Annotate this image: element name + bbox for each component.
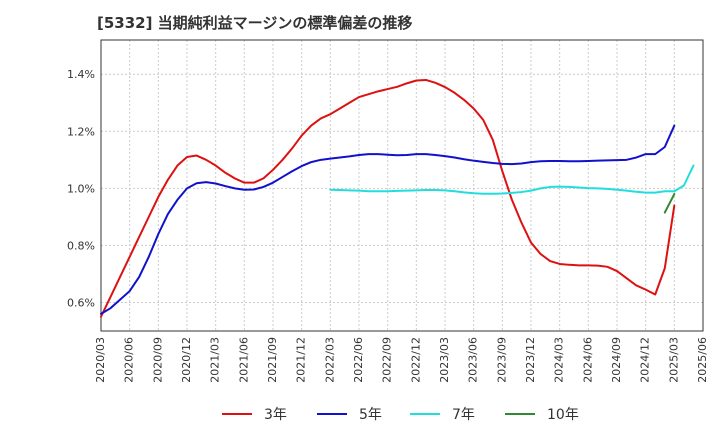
x-tick-label: 2022/09 — [381, 337, 394, 383]
series-line-0 — [100, 78, 676, 318]
x-tick-label: 2021/09 — [266, 337, 279, 383]
x-tick-label: 2023/06 — [467, 337, 480, 383]
chart-title: [5332] 当期純利益マージンの標準偏差の推移 — [97, 14, 413, 32]
x-tick-label: 2020/09 — [151, 337, 164, 383]
x-tick-label: 2020/12 — [180, 337, 193, 383]
x-tick-label: 2021/06 — [237, 337, 250, 383]
x-tick-label: 2024/06 — [581, 337, 594, 383]
x-tick-label: 2025/03 — [667, 337, 680, 383]
x-tick-labels: 2020/03 2020/06 2020/09 2020/12 2021/03 2021/… — [94, 337, 709, 383]
x-tick-label: 2022/12 — [409, 337, 422, 383]
x-tick-label: 2024/12 — [639, 337, 652, 383]
x-tick-label: 2024/03 — [553, 337, 566, 383]
x-tick-label: 2020/06 — [123, 337, 136, 383]
series-lines — [100, 78, 695, 318]
x-tick-label: 2021/12 — [295, 337, 308, 383]
y-tick-label: 0.6% — [67, 296, 95, 309]
x-tick-label: 2021/03 — [209, 337, 222, 383]
y-tick-label: 0.8% — [67, 239, 95, 252]
x-tick-label: 2022/06 — [352, 337, 365, 383]
x-tick-label: 2024/09 — [610, 337, 623, 383]
legend-label: 5年 — [359, 407, 382, 423]
x-tick-label: 2023/03 — [438, 337, 451, 383]
series-line-3 — [663, 193, 676, 214]
series-line-2 — [329, 164, 695, 195]
y-tick-label: 1.0% — [67, 182, 95, 195]
gridlines — [100, 40, 704, 331]
legend-label: 10年 — [547, 407, 579, 423]
plot-frame — [100, 39, 704, 332]
x-tick-label: 2022/03 — [323, 337, 336, 383]
legend-label: 3年 — [264, 407, 287, 423]
x-tick-label: 2023/09 — [495, 337, 508, 383]
x-tick-label: 2025/06 — [696, 337, 709, 383]
y-tick-labels: 0.6% 0.8% 1.0% 1.2% 1.4% — [67, 68, 95, 309]
legend: 3年 5年 7年 10年 — [222, 407, 579, 423]
axes — [100, 39, 704, 332]
x-tick-label: 2020/03 — [94, 337, 107, 383]
x-tick-label: 2023/12 — [524, 337, 537, 383]
y-tick-label: 1.2% — [67, 125, 95, 138]
series-line-1 — [100, 124, 676, 315]
y-tick-label: 1.4% — [67, 68, 95, 81]
legend-label: 7年 — [452, 407, 475, 423]
